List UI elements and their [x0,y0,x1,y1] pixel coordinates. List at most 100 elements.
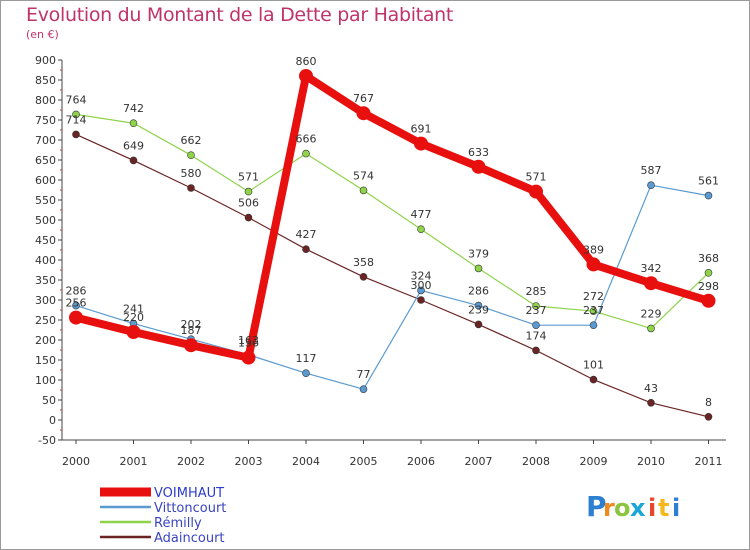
data-point [72,110,80,119]
legend-swatch [100,520,151,524]
data-point [701,293,716,308]
data-point [414,136,428,151]
data-point [126,325,141,339]
y-tick-label: 100 [35,374,56,387]
data-point [69,310,83,325]
logo-letter: x [630,494,646,522]
data-label: 714 [66,113,87,126]
data-point [187,184,195,192]
data-point [647,398,655,407]
data-label: 239 [468,303,489,316]
data-label: 8 [705,396,712,409]
data-label: 101 [583,359,604,372]
data-label: 286 [468,285,489,298]
y-tick-label: -50 [38,434,56,447]
data-label: 300 [411,279,432,292]
y-tick-label: 650 [35,154,56,167]
data-label: 767 [353,92,374,105]
data-label: 117 [296,352,317,365]
x-tick-label: 2006 [407,455,435,468]
logo-letter: i [672,494,680,522]
data-label: 229 [641,307,662,320]
data-point [302,369,310,378]
data-point [302,245,310,253]
data-labels: 256 220 187 156 860 767 691 633 571 389 342 298 286 2… [66,55,720,409]
data-label: 574 [353,169,374,182]
chart-subtitle: (en €) [26,28,59,41]
data-point [187,151,195,159]
y-tick-label: 500 [35,214,56,227]
logo-letter: t [658,494,669,522]
legend-label: Vittoncourt [154,501,226,516]
series-vittoncourt [72,181,713,394]
series-line [75,184,709,390]
data-label: 256 [66,297,87,310]
data-label: 633 [468,146,489,159]
series-line [75,72,710,362]
chart-title: Evolution du Montant de la Dette par Hab… [26,4,454,26]
data-point [474,264,483,273]
y-tick-label: 50 [42,394,56,407]
data-point [647,181,655,189]
series-r-milly [72,110,713,333]
data-label: 427 [296,228,317,241]
y-tick-label: 800 [35,94,56,107]
data-point [647,324,655,333]
y-tick-label: 250 [35,314,56,327]
data-point [72,130,80,139]
legend-swatch [100,535,151,539]
data-point [589,321,598,330]
data-label: 764 [66,93,87,106]
x-tick-label: 2000 [62,455,90,468]
legend-swatch [100,487,151,497]
data-label: 163 [238,334,259,347]
logo-letter: i [648,494,656,522]
logo-letter: r [603,494,615,522]
data-label: 342 [641,262,662,275]
data-point [417,296,425,304]
x-tick-label: 2004 [292,455,320,468]
y-tick-label: 600 [35,174,56,187]
x-tick-label: 2001 [120,455,148,468]
data-label: 587 [641,164,662,177]
x-tick-label: 2007 [465,455,493,468]
data-label: 561 [698,175,719,188]
data-point [417,286,425,295]
legend-swatch [100,505,151,509]
data-label: 571 [526,171,547,184]
data-label: 742 [123,102,144,115]
data-point [241,350,256,365]
data-point [359,385,368,394]
y-tick-label: 200 [35,334,56,347]
y-tick-label: 300 [35,294,56,307]
data-point [471,159,486,174]
data-point [644,276,658,291]
data-label: 860 [296,55,317,68]
data-label: 649 [123,139,144,152]
data-point [72,301,80,310]
series-line [75,113,709,329]
data-label: 666 [296,133,317,146]
data-label: 662 [181,134,202,147]
data-point [356,106,371,121]
data-point [532,321,540,330]
data-label: 298 [698,280,719,293]
data-point [417,225,425,233]
y-tick-label: 750 [35,114,56,127]
y-tick-label: 450 [35,234,56,247]
data-point [474,320,483,329]
data-label: 187 [181,324,202,337]
y-tick-label: 400 [35,254,56,267]
axes: -50 0 50 100 150 200 250 300 350 400 450 500 550 600 6… [35,54,726,468]
y-tick-label: 700 [35,134,56,147]
data-label: 285 [526,285,547,298]
series-line [75,133,709,418]
x-tick-label: 2003 [235,455,263,468]
data-label: 477 [411,208,432,221]
data-point [532,346,540,355]
data-label: 202 [181,318,202,331]
data-label: 324 [411,269,432,282]
data-label: 77 [357,368,371,381]
data-point [586,257,601,272]
